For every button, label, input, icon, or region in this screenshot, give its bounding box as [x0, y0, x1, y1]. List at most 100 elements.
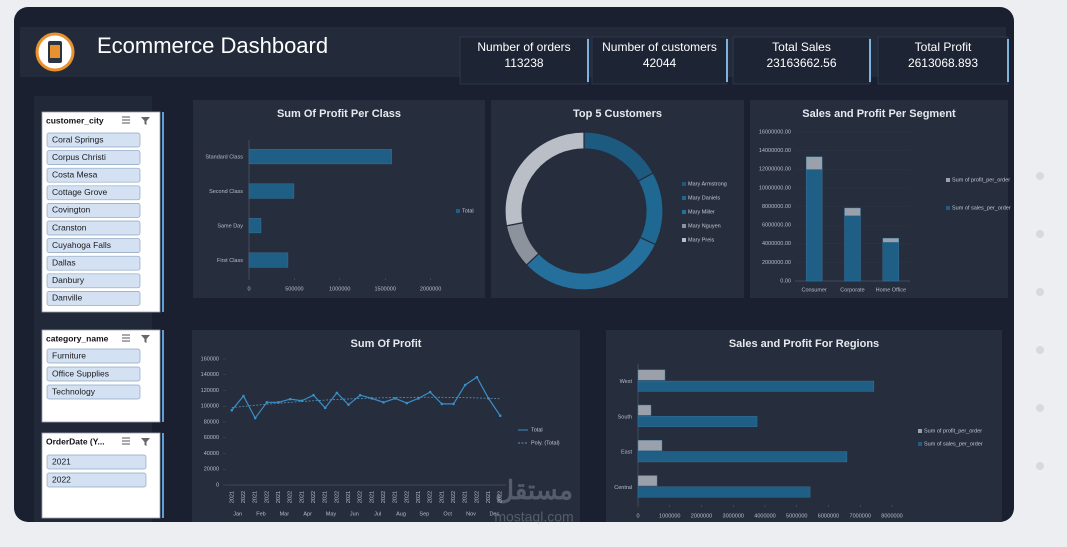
- point: [382, 401, 385, 404]
- logo-screen: [50, 45, 60, 58]
- x-tick-label: 2021: [486, 491, 492, 503]
- multi-select-icon[interactable]: [122, 437, 130, 445]
- slicer-item-label[interactable]: Dallas: [52, 257, 76, 267]
- y-tick-label: South: [618, 414, 632, 420]
- slicer-item[interactable]: [46, 167, 141, 183]
- clear-filter-icon[interactable]: [141, 335, 150, 343]
- bar: [637, 451, 848, 463]
- x-tick-label: 2022: [264, 491, 270, 503]
- x-group-label: Jan: [233, 511, 242, 517]
- y-tick-label: 10000000.00: [759, 185, 791, 191]
- slicer-item-label[interactable]: 2021: [52, 456, 71, 466]
- bar: [844, 215, 861, 282]
- x-tick-label: 6000000: [818, 513, 839, 519]
- y-tick-label: 12000000.00: [759, 167, 791, 173]
- slicer-item[interactable]: [46, 238, 141, 253]
- legend-label: Poly. (Total): [531, 440, 560, 446]
- slicer-item[interactable]: [46, 454, 147, 470]
- slicer-item-label[interactable]: Furniture: [52, 350, 86, 360]
- x-tick-label: 2021: [276, 491, 282, 503]
- chart-title: Sum Of Profit Per Class: [277, 108, 401, 120]
- slicer-item-label[interactable]: Office Supplies: [52, 368, 109, 378]
- multi-select-icon[interactable]: [122, 334, 130, 342]
- slicer-title: category_name: [46, 333, 109, 343]
- slicer-item[interactable]: [46, 273, 141, 289]
- slicer-item-label[interactable]: Coral Springs: [52, 134, 104, 144]
- bar: [637, 475, 658, 487]
- x-group-label: Jul: [374, 511, 381, 517]
- x-tick-label: 2021: [369, 491, 375, 503]
- point: [242, 394, 245, 398]
- x-group-label: Aug: [396, 511, 406, 517]
- slicer-item[interactable]: [46, 384, 141, 400]
- slicer-item[interactable]: [46, 348, 141, 364]
- legend-label: Total: [531, 427, 543, 433]
- slicer-item[interactable]: [46, 220, 141, 236]
- trendline: [231, 396, 501, 408]
- y-tick-label: 100000: [201, 404, 219, 410]
- kpi-label: Number of customers: [602, 40, 717, 54]
- x-tick-label: 1000000: [659, 513, 680, 519]
- bar: [248, 183, 295, 199]
- clear-filter-icon[interactable]: [141, 117, 150, 125]
- clear-filter-icon[interactable]: [141, 438, 150, 446]
- chart-panel: [750, 100, 1008, 298]
- slicer-item[interactable]: [46, 132, 141, 148]
- x-tick-label: 500000: [285, 286, 303, 292]
- slicer-item-label[interactable]: Costa Mesa: [52, 169, 98, 179]
- x-group-label: Jun: [350, 511, 359, 517]
- slicer-item[interactable]: [46, 291, 141, 306]
- chart-title: Sales and Profit Per Segment: [802, 108, 956, 120]
- bar: [805, 156, 823, 170]
- y-tick-label: 80000: [204, 419, 219, 425]
- slicer-item-label[interactable]: Corpus Christi: [52, 152, 106, 162]
- y-tick-label: 140000: [201, 372, 219, 378]
- slicer-item-label[interactable]: Danbury: [52, 275, 85, 285]
- x-group-label: May: [326, 511, 337, 517]
- slicer-title: OrderDate (Y...: [46, 436, 105, 446]
- slicer-item-label[interactable]: Cottage Grove: [52, 187, 108, 197]
- side-dots: [1036, 172, 1044, 470]
- slicer-item-label[interactable]: Covington: [52, 205, 91, 215]
- slicer-item[interactable]: [46, 150, 141, 165]
- x-tick-label: Home Office: [876, 287, 906, 293]
- slicer-item[interactable]: [46, 255, 141, 271]
- x-tick-label: 2021: [439, 491, 445, 503]
- slicer-item[interactable]: [46, 185, 141, 201]
- point: [323, 406, 327, 410]
- y-tick-label: 40000: [204, 451, 219, 457]
- x-tick-label: 2022: [404, 491, 410, 503]
- y-tick-label: Standard Class: [205, 155, 243, 161]
- chart-title: Sum Of Profit: [351, 338, 422, 350]
- slicer-item-label[interactable]: Danville: [52, 293, 83, 303]
- point: [498, 414, 502, 418]
- x-tick-label: 0: [636, 513, 639, 519]
- x-tick-label: 2021: [229, 491, 235, 503]
- slicer-item[interactable]: [46, 366, 141, 382]
- kpi-value: 23163662.56: [766, 56, 836, 70]
- bar: [637, 369, 666, 381]
- slicer-item[interactable]: [46, 203, 141, 218]
- y-tick-label: West: [620, 379, 633, 385]
- multi-select-icon[interactable]: [122, 116, 130, 124]
- x-group-label: Feb: [256, 511, 265, 517]
- point: [312, 393, 315, 397]
- x-tick-label: 4000000: [754, 513, 775, 519]
- slicer-item-label[interactable]: Technology: [52, 386, 96, 396]
- legend-swatch: [918, 442, 922, 446]
- dot: [1036, 462, 1044, 470]
- bar: [637, 380, 875, 392]
- y-tick-label: 16000000.00: [759, 129, 791, 135]
- slicer-item-label[interactable]: Cranston: [52, 222, 87, 232]
- slicer-item-label[interactable]: Cuyahoga Falls: [52, 240, 111, 250]
- legend-label: Total: [462, 208, 474, 214]
- donut-slice: [504, 131, 585, 227]
- x-tick-label: 2022: [451, 491, 457, 503]
- slicer-item-label[interactable]: 2022: [52, 474, 71, 484]
- slicer-item[interactable]: [46, 472, 147, 488]
- point: [428, 390, 432, 394]
- y-tick-label: 0.00: [780, 278, 791, 284]
- watermark-site: mostaql.com: [494, 509, 573, 525]
- y-tick-label: 20000: [204, 467, 219, 473]
